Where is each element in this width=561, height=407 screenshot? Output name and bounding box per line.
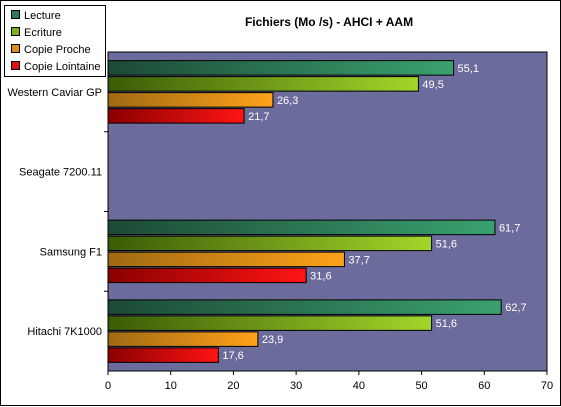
x-tick-label: 30 [290, 380, 302, 392]
legend-label: Copie Proche [24, 44, 91, 56]
legend-item: Copie Lointaine [11, 60, 100, 74]
data-label: 61,7 [499, 222, 520, 234]
bar [107, 267, 307, 284]
chart-title: Fichiers (Mo /s) - AHCI + AAM [244, 15, 414, 29]
category-label: Samsung F1 [40, 246, 102, 258]
category-label: Seagate 7200.11 [19, 167, 102, 179]
bar [107, 60, 455, 76]
category-label: Hitachi 7K1000 [27, 326, 102, 338]
x-tick-label: 10 [165, 380, 177, 392]
data-label: 51,6 [436, 238, 457, 250]
data-label: 26,3 [277, 95, 298, 107]
data-label: 49,5 [422, 79, 443, 91]
bar [107, 299, 502, 315]
data-label: 37,7 [348, 254, 369, 266]
bar [107, 92, 274, 108]
legend: Lecture Ecriture Copie Proche Copie Lointai… [4, 5, 106, 77]
data-label: 23,9 [262, 334, 283, 346]
x-tick-label: 40 [353, 380, 365, 392]
bar [107, 76, 419, 92]
x-tick-label: 20 [227, 380, 239, 392]
bar [107, 219, 496, 236]
legend-label: Copie Lointaine [24, 61, 101, 73]
data-label: 62,7 [505, 302, 526, 314]
bar [107, 108, 245, 124]
data-label: 31,6 [310, 270, 331, 282]
legend-swatch [11, 44, 20, 53]
bar [107, 347, 219, 363]
x-tick-label: 60 [478, 380, 490, 392]
data-label: 55,1 [458, 63, 479, 75]
legend-label: Lecture [24, 10, 61, 22]
legend-swatch [11, 61, 20, 70]
data-label: 21,7 [248, 111, 269, 123]
legend-item: Ecriture [11, 26, 62, 40]
x-tick-label: 70 [541, 380, 553, 392]
x-tick-label: 50 [415, 380, 427, 392]
data-label: 17,6 [222, 350, 243, 362]
category-label: Western Caviar GP [7, 87, 102, 99]
legend-label: Ecriture [24, 27, 62, 39]
legend-item: Copie Proche [11, 43, 91, 57]
legend-swatch [11, 27, 20, 36]
bar [107, 251, 345, 268]
bar [107, 315, 433, 331]
bar [107, 235, 433, 252]
bar [107, 331, 259, 347]
legend-item: Lecture [11, 9, 61, 23]
x-tick-label: 0 [105, 380, 111, 392]
legend-swatch [11, 10, 20, 19]
data-label: 51,6 [436, 318, 457, 330]
